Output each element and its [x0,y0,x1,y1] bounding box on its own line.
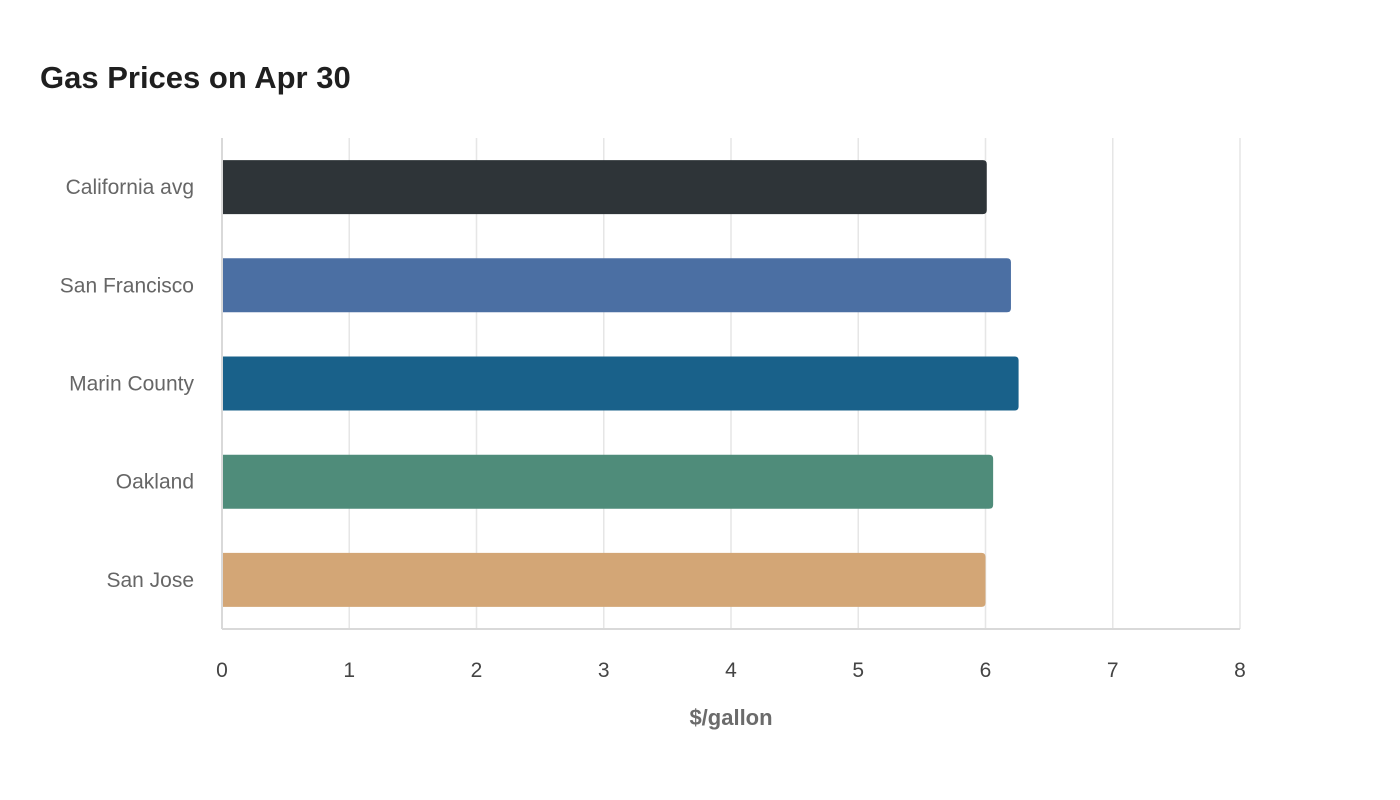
axes [221,138,1240,630]
tick-labels: 0 1 2 3 4 5 6 7 8 [216,659,1246,682]
x-tick-label: 3 [598,659,610,682]
bar-california-avg[interactable] [222,160,987,215]
x-tick-label: 6 [980,659,992,682]
x-tick-label: 5 [852,659,864,682]
category-label: California avg [66,176,194,199]
x-tick-label: 2 [471,659,483,682]
category-labels: California avg San Francisco Marin County O… [60,176,195,592]
category-label: San Jose [106,569,194,592]
x-tick-label: 8 [1234,659,1246,682]
bar-marin-county[interactable] [222,356,1019,411]
x-tick-label: 7 [1107,659,1119,682]
x-axis-title: $/gallon [689,705,772,730]
x-tick-label: 4 [725,659,737,682]
category-label: Oakland [116,471,194,494]
x-tick-label: 0 [216,659,228,682]
category-label: San Francisco [60,274,194,297]
bar-san-jose[interactable] [222,552,986,607]
category-label: Marin County [69,373,194,396]
chart-title: Gas Prices on Apr 30 [40,60,351,95]
x-tick-label: 1 [343,659,355,682]
bar-san-francisco[interactable] [222,258,1011,313]
bar-oakland[interactable] [222,454,994,509]
bars [222,160,1019,607]
